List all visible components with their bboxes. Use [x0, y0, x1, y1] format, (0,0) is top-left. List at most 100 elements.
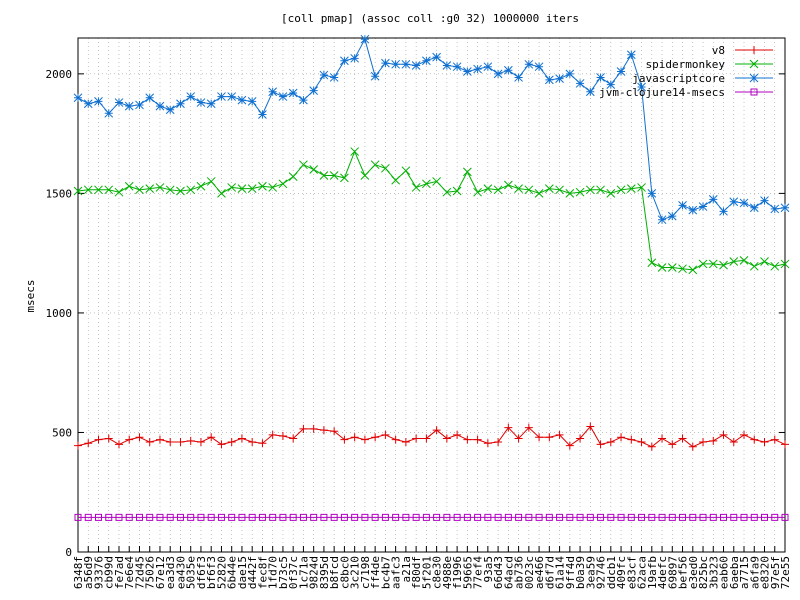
- marker: [534, 189, 544, 198]
- marker: [351, 513, 359, 521]
- marker: [196, 98, 206, 107]
- marker: [84, 513, 92, 521]
- x-tick-label: d442f: [246, 556, 259, 589]
- marker: [760, 196, 769, 205]
- marker: [206, 99, 216, 109]
- marker: [524, 185, 534, 195]
- marker: [719, 430, 728, 439]
- marker: [155, 183, 165, 192]
- x-tick-label: ea3d3: [164, 556, 177, 589]
- x-tick-label: aafc3: [390, 556, 403, 589]
- marker: [617, 433, 626, 442]
- marker: [340, 435, 349, 444]
- marker: [760, 257, 769, 266]
- marker: [545, 513, 553, 521]
- marker: [176, 186, 185, 196]
- marker: [638, 513, 646, 521]
- marker: [135, 433, 144, 442]
- marker: [207, 513, 215, 521]
- marker: [402, 513, 410, 521]
- marker: [452, 62, 462, 72]
- x-tick-label: 0023c: [523, 556, 536, 589]
- marker: [463, 67, 472, 76]
- x-tick-label: cb99d: [103, 556, 116, 589]
- marker: [165, 105, 175, 115]
- marker: [668, 513, 676, 521]
- marker: [411, 61, 421, 70]
- x-tick-label: e83cf: [625, 556, 638, 589]
- x-tick-label: 6aeba: [728, 556, 741, 589]
- marker: [288, 88, 298, 98]
- marker: [452, 186, 462, 196]
- marker: [575, 187, 585, 197]
- marker: [627, 513, 635, 521]
- x-tick-label: 75026: [144, 556, 157, 589]
- marker: [176, 513, 184, 521]
- marker: [637, 82, 646, 92]
- marker: [381, 513, 389, 521]
- marker: [658, 513, 666, 521]
- marker: [544, 184, 554, 193]
- marker: [503, 180, 513, 190]
- series-line: [77, 150, 786, 271]
- x-tick-label: fe7ad: [113, 556, 126, 589]
- x-tick-label: 1fd70: [267, 556, 280, 589]
- marker: [238, 513, 246, 521]
- x-tick-label: ab736: [513, 556, 526, 589]
- marker: [504, 423, 513, 432]
- marker: [596, 440, 605, 449]
- marker: [503, 65, 513, 75]
- marker: [381, 58, 390, 68]
- x-tick-label: fec8f: [256, 556, 269, 589]
- marker: [432, 177, 441, 186]
- marker: [585, 185, 595, 195]
- marker: [678, 200, 687, 210]
- marker: [494, 513, 502, 521]
- marker: [719, 260, 728, 270]
- marker: [104, 185, 114, 195]
- marker: [104, 434, 113, 443]
- marker: [606, 80, 616, 89]
- marker: [463, 513, 471, 521]
- marker: [237, 95, 247, 105]
- marker: [432, 52, 441, 62]
- marker: [678, 434, 687, 443]
- x-tick-label: 1c71a: [297, 556, 310, 589]
- marker: [412, 513, 420, 521]
- marker: [626, 184, 636, 193]
- marker: [217, 92, 226, 101]
- marker: [401, 166, 411, 176]
- marker: [330, 427, 339, 436]
- x-tick-label: bef56: [677, 556, 690, 589]
- marker: [576, 434, 585, 443]
- marker: [729, 197, 739, 207]
- x-tick-label: 77ef4: [472, 556, 485, 589]
- marker: [360, 435, 369, 444]
- marker: [667, 211, 677, 221]
- x-tick-label: 0f37c: [287, 556, 300, 589]
- marker: [74, 513, 82, 521]
- marker: [607, 513, 615, 521]
- marker: [422, 434, 431, 443]
- marker: [576, 513, 584, 521]
- marker: [186, 436, 195, 445]
- marker: [473, 435, 482, 444]
- marker: [146, 513, 154, 521]
- marker: [483, 439, 492, 448]
- marker: [525, 513, 533, 521]
- marker: [740, 513, 748, 521]
- marker: [412, 434, 421, 443]
- marker: [155, 101, 165, 111]
- y-tick-label: 500: [52, 426, 72, 439]
- x-tick-label: 825bc: [697, 556, 710, 589]
- marker: [329, 73, 339, 82]
- marker: [781, 513, 789, 521]
- marker: [258, 110, 267, 119]
- marker: [698, 202, 708, 211]
- x-tick-label: 409fc: [615, 556, 628, 589]
- marker: [597, 513, 605, 521]
- x-tick-label: ea430: [174, 556, 187, 589]
- x-tick-label: 19afb: [646, 556, 659, 589]
- marker: [739, 255, 749, 265]
